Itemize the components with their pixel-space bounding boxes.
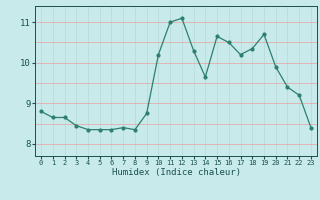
X-axis label: Humidex (Indice chaleur): Humidex (Indice chaleur) (111, 168, 241, 177)
